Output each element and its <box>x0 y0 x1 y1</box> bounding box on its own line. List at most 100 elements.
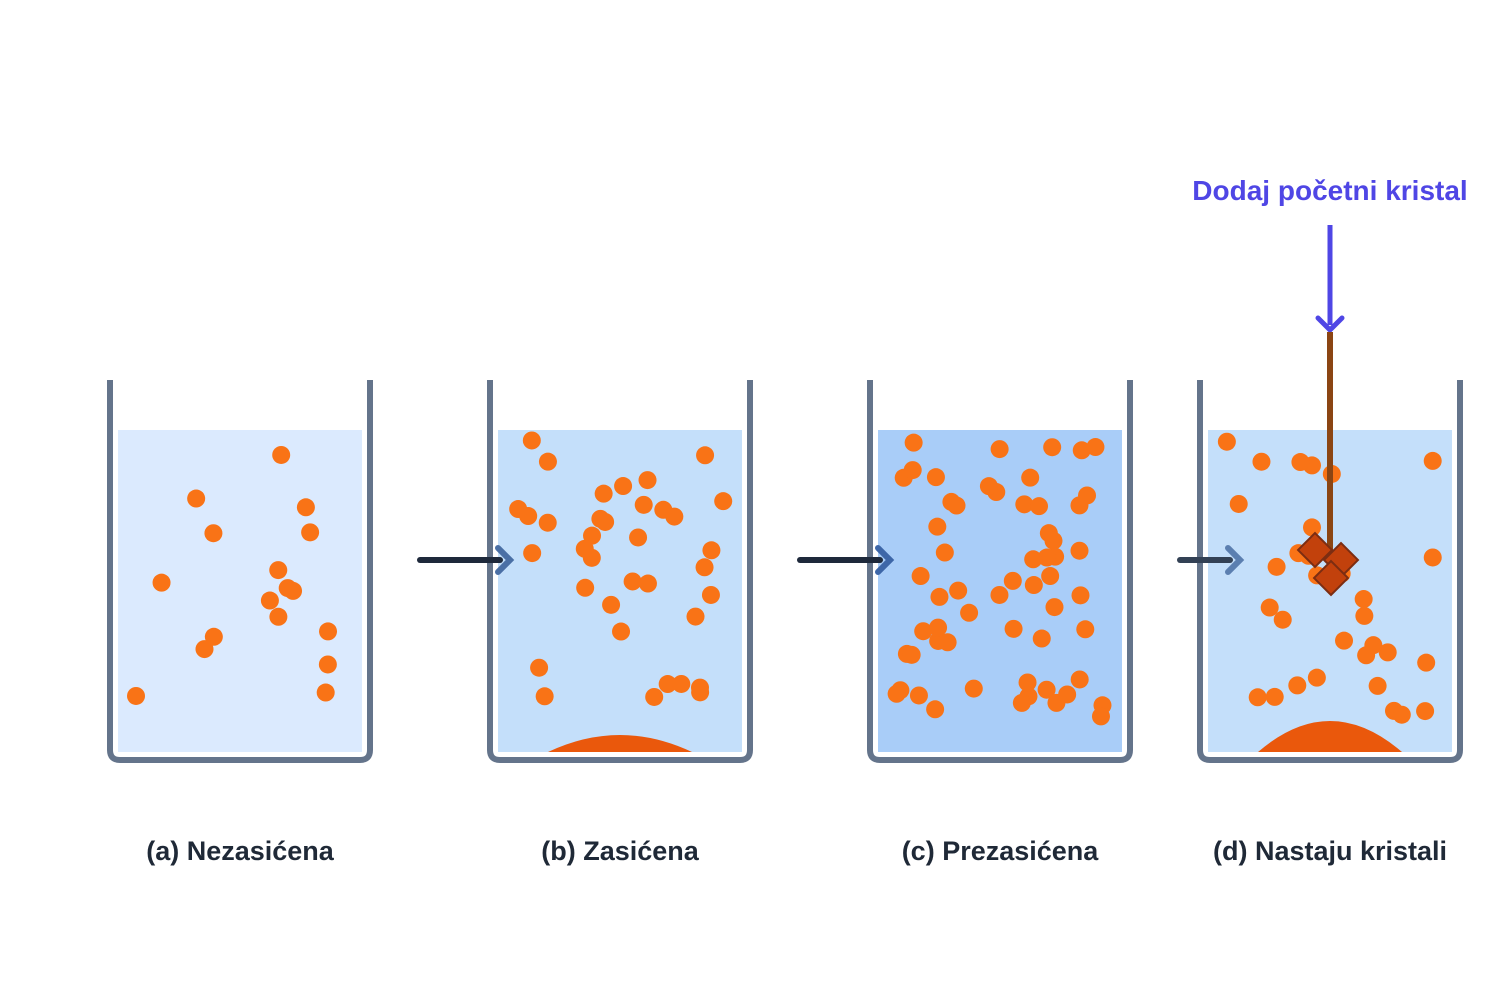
particle <box>1030 497 1049 516</box>
particle <box>1032 629 1051 648</box>
label: (d) Nastaju kristali <box>1213 836 1447 866</box>
particle <box>1045 598 1064 617</box>
particle <box>1070 541 1089 560</box>
particle <box>195 640 214 659</box>
particle <box>1354 590 1373 609</box>
particle <box>1078 486 1097 505</box>
label: (b) Zasićena <box>541 836 700 866</box>
particle <box>1355 606 1374 625</box>
particle <box>1037 548 1056 567</box>
particle <box>1417 653 1436 672</box>
particle <box>204 627 223 646</box>
particle <box>696 446 715 465</box>
particle <box>1091 707 1110 726</box>
particle <box>949 581 968 600</box>
particle <box>1018 673 1037 692</box>
particle <box>296 498 315 517</box>
particle <box>929 631 948 650</box>
particle <box>701 585 720 604</box>
annotation: Dodaj početni kristal <box>1192 175 1467 206</box>
particle <box>316 683 335 702</box>
particle <box>152 573 171 592</box>
label: (a) Nezasićena <box>146 836 335 866</box>
particle <box>614 477 633 496</box>
particle <box>319 622 338 641</box>
particle <box>1021 468 1040 487</box>
particle <box>602 595 621 614</box>
particle <box>902 645 921 664</box>
particle <box>1024 550 1043 569</box>
particle <box>284 581 303 600</box>
particle <box>583 526 602 545</box>
particle <box>1058 685 1077 704</box>
precipitate <box>548 735 692 752</box>
particle <box>1076 620 1095 639</box>
particle <box>127 686 146 705</box>
particle <box>1070 670 1089 689</box>
particle <box>914 622 933 641</box>
particle <box>695 558 714 577</box>
indicator-arrow-head <box>1315 315 1345 334</box>
particle <box>1037 680 1056 699</box>
particle <box>930 587 949 606</box>
particles <box>127 431 1442 726</box>
particle <box>926 700 945 719</box>
particle <box>672 674 691 693</box>
particle <box>318 655 337 674</box>
particle <box>612 622 631 641</box>
particle <box>576 578 595 597</box>
crystal <box>1312 559 1350 597</box>
particle <box>1364 636 1383 655</box>
particle <box>638 471 657 490</box>
particle <box>960 603 979 622</box>
particle <box>1416 702 1435 721</box>
particle <box>1041 567 1060 586</box>
crystals <box>1296 531 1360 597</box>
particle <box>634 495 653 514</box>
particle <box>1291 453 1310 472</box>
particle <box>714 492 733 511</box>
particle <box>891 681 910 700</box>
arrow-head <box>1225 545 1245 575</box>
particle <box>187 489 206 508</box>
particle <box>575 539 594 558</box>
particle <box>523 544 542 563</box>
particle <box>691 683 710 702</box>
particle <box>1024 576 1043 595</box>
particle <box>1044 531 1063 550</box>
particle <box>538 452 557 471</box>
particle <box>1288 676 1307 695</box>
particle <box>1423 548 1442 567</box>
particle <box>301 523 320 542</box>
particle <box>964 679 983 698</box>
particle <box>909 686 928 705</box>
particle <box>1252 452 1271 471</box>
particle <box>904 433 923 452</box>
particle <box>658 675 677 694</box>
arrow-head <box>875 545 895 575</box>
particle <box>269 607 288 626</box>
beaker <box>867 380 1133 763</box>
particle <box>1248 688 1267 707</box>
particle <box>204 524 223 543</box>
particle <box>903 461 922 480</box>
particle <box>623 572 642 591</box>
particle <box>947 496 966 515</box>
particle <box>629 528 648 547</box>
particle <box>665 507 684 526</box>
particle <box>1307 668 1326 687</box>
particle <box>935 543 954 562</box>
particle <box>1217 432 1236 451</box>
particle <box>1392 705 1411 724</box>
particle <box>591 509 610 528</box>
particle <box>702 541 721 560</box>
particle <box>928 517 947 536</box>
particle <box>1043 438 1062 457</box>
beaker <box>487 380 753 763</box>
particle <box>979 477 998 496</box>
particle <box>509 500 528 519</box>
particle <box>1368 676 1387 695</box>
arrows <box>417 545 1245 575</box>
particle <box>272 445 291 464</box>
